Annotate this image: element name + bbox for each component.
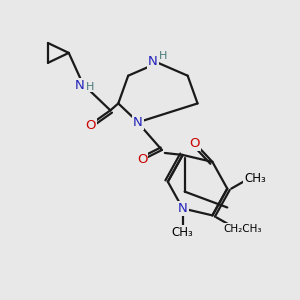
Text: CH₃: CH₃	[244, 172, 266, 185]
Text: H: H	[85, 82, 94, 92]
Text: O: O	[137, 153, 147, 167]
Text: N: N	[133, 116, 143, 129]
Text: N: N	[75, 79, 85, 92]
Text: O: O	[85, 119, 96, 132]
Text: O: O	[189, 136, 200, 150]
Text: CH₂CH₃: CH₂CH₃	[223, 224, 261, 234]
Text: N: N	[178, 202, 188, 215]
Text: N: N	[148, 55, 158, 68]
Text: H: H	[159, 51, 167, 61]
Text: CH₃: CH₃	[172, 226, 194, 239]
